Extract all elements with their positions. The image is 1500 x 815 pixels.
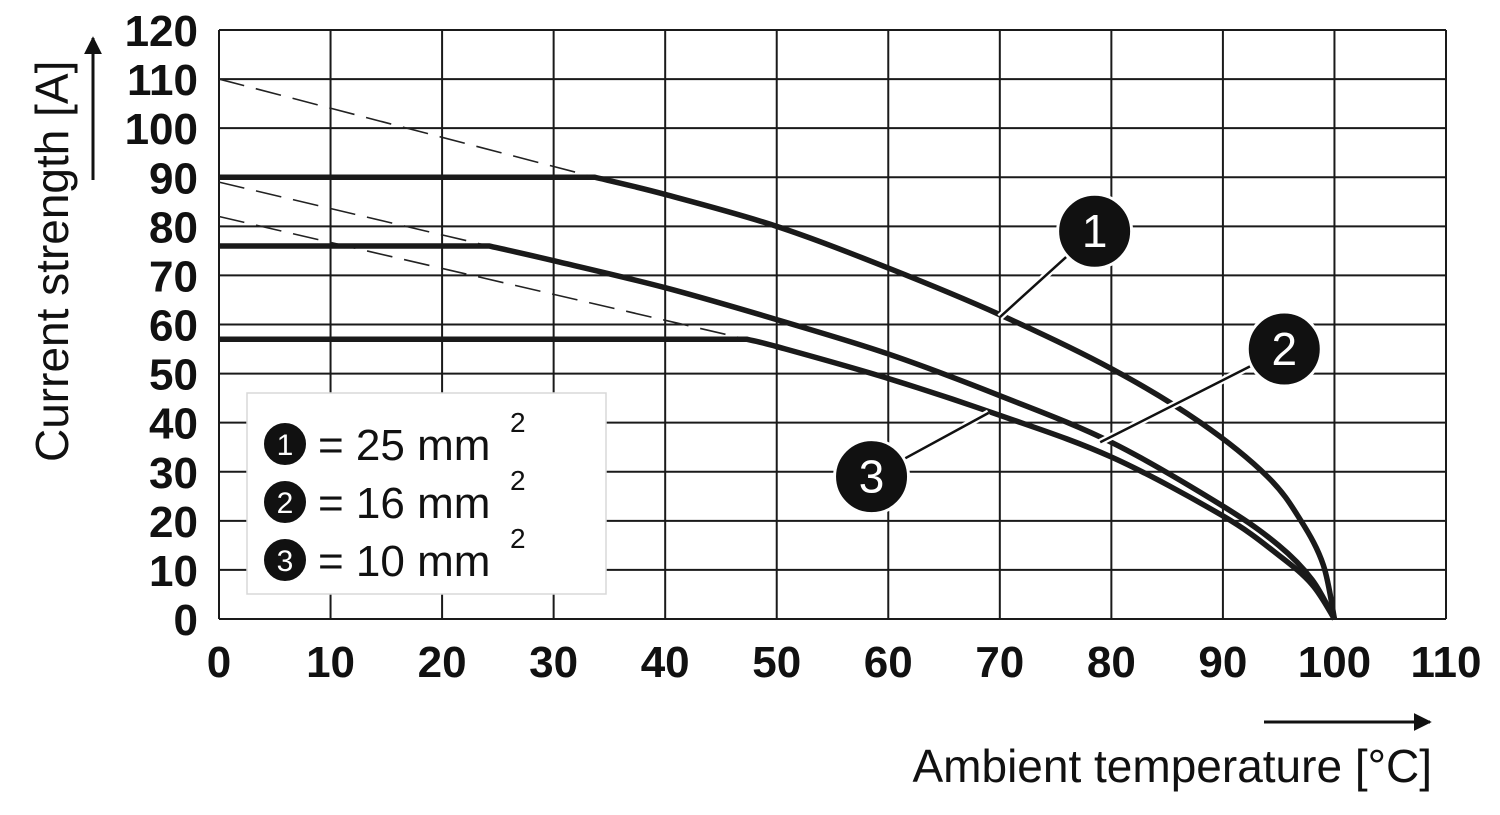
series-3-line [219, 336, 1337, 621]
y-tick-label: 10 [149, 547, 198, 596]
callout-3-badge [833, 438, 911, 516]
y-tick-label: 70 [149, 252, 198, 301]
y-tick-label: 110 [127, 56, 198, 105]
x-tick-label: 0 [207, 638, 231, 687]
y-tick-label: 20 [149, 498, 198, 547]
x-tick-label: 50 [752, 638, 801, 687]
legend-marker-2 [262, 479, 308, 525]
x-tick-label: 100 [1298, 638, 1371, 687]
legend-entry-sup: 2 [510, 465, 526, 496]
callout-1-badge [1056, 192, 1134, 270]
series-lines [219, 174, 1338, 621]
callout-3-label: 3 [859, 451, 885, 503]
series-2-extrapolation [218, 181, 490, 247]
legend-marker-1 [262, 421, 308, 467]
y-axis-title: Current strength [A] [26, 61, 78, 462]
y-axis-title-group: Current strength [A] [26, 36, 102, 462]
legend-entry-text: = 25 mm [318, 421, 490, 470]
callout-1-label: 1 [1082, 205, 1108, 257]
legend-marker-label: 1 [277, 429, 294, 462]
y-tick-label: 80 [149, 203, 198, 252]
series-callouts: 1 2 3 [833, 192, 1323, 516]
y-tick-label: 90 [149, 154, 198, 203]
x-tick-label: 70 [975, 638, 1024, 687]
legend-entry-text: = 10 mm [318, 537, 490, 586]
x-tick-label: 30 [529, 638, 578, 687]
legend-marker-label: 2 [277, 487, 294, 520]
x-tick-label: 40 [641, 638, 690, 687]
extrapolation-lines [218, 78, 747, 341]
x-axis-title: Ambient temperature [°C] [913, 740, 1433, 792]
y-tick-label: 100 [125, 105, 198, 154]
series-1-line [219, 174, 1338, 620]
callout-1-leader [998, 255, 1069, 319]
legend-marker-3 [262, 537, 308, 583]
callout-2-badge [1245, 310, 1323, 388]
legend-entry-text: = 16 mm [318, 479, 490, 528]
legend-entry-sup: 2 [510, 407, 526, 438]
y-tick-label: 30 [149, 449, 198, 498]
x-tick-label: 10 [306, 638, 355, 687]
x-tick-label: 110 [1411, 638, 1482, 687]
series-2-line [219, 243, 1337, 621]
legend: 1 = 25 mm 2 2 = 16 mm 2 3 = 10 mm 2 [246, 392, 607, 595]
legend-entry-sup: 2 [510, 523, 526, 554]
series-3-extrapolation [218, 215, 747, 341]
series-1-extrapolation [218, 78, 596, 179]
x-tick-label: 60 [864, 638, 913, 687]
y-tick-label: 0 [174, 596, 198, 645]
x-tick-label: 80 [1087, 638, 1136, 687]
x-tick-label: 90 [1198, 638, 1247, 687]
x-tick-labels: 0 10 20 30 40 50 60 70 80 90 100 110 [207, 638, 1482, 687]
x-tick-label: 20 [418, 638, 467, 687]
legend-marker-label: 3 [277, 545, 294, 578]
y-tick-label: 120 [125, 7, 198, 56]
y-tick-label: 60 [149, 302, 198, 351]
callout-2-leader [1099, 364, 1252, 444]
y-tick-label: 40 [149, 400, 198, 449]
callout-2-label: 2 [1271, 323, 1297, 375]
x-axis-title-group: Ambient temperature [°C] [913, 713, 1433, 792]
callout-3-leader [903, 411, 990, 461]
grid [218, 29, 1447, 620]
y-tick-label: 50 [149, 351, 198, 400]
